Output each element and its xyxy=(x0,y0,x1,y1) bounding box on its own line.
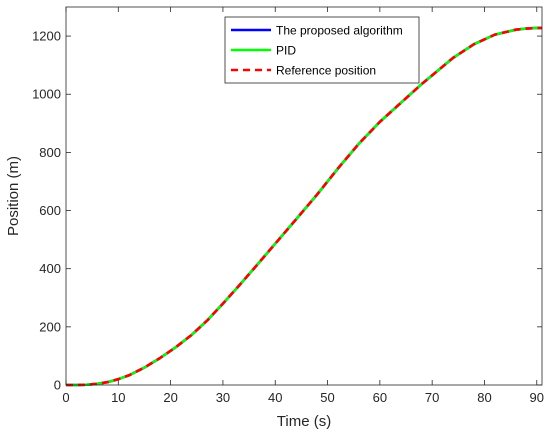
x-tick-label-0: 0 xyxy=(62,390,69,405)
x-tick-label-2: 20 xyxy=(163,390,177,405)
legend-label-1: PID xyxy=(276,44,296,58)
y-axis-label: Position (m) xyxy=(5,156,22,236)
x-tick-label-5: 50 xyxy=(320,390,334,405)
legend-box xyxy=(224,16,420,84)
legend-label-0: The proposed algorithm xyxy=(276,24,403,38)
axes-box xyxy=(65,6,543,386)
series-group xyxy=(66,26,542,387)
x-tick-label-1: 10 xyxy=(111,390,125,405)
y-tick-label-5: 1000 xyxy=(32,87,61,102)
series-line-2 xyxy=(66,26,542,387)
legend-label-2: Reference position xyxy=(276,64,376,78)
y-tick-label-3: 600 xyxy=(39,203,61,218)
x-tick-label-6: 60 xyxy=(373,390,387,405)
x-tick-label-8: 80 xyxy=(477,390,491,405)
y-tick-label-0: 0 xyxy=(54,378,61,393)
x-tick-label-7: 70 xyxy=(425,390,439,405)
y-tick-label-1: 200 xyxy=(39,319,61,334)
y-tick-label-2: 400 xyxy=(39,261,61,276)
x-axis-label: Time (s) xyxy=(277,413,331,430)
y-tick-label-4: 800 xyxy=(39,145,61,160)
x-tick-label-4: 40 xyxy=(268,390,282,405)
x-tick-label-9: 90 xyxy=(530,390,544,405)
legend: The proposed algorithm PID Reference posit… xyxy=(224,16,420,84)
x-tick-label-3: 30 xyxy=(216,390,230,405)
y-tick-label-6: 1200 xyxy=(32,29,61,44)
